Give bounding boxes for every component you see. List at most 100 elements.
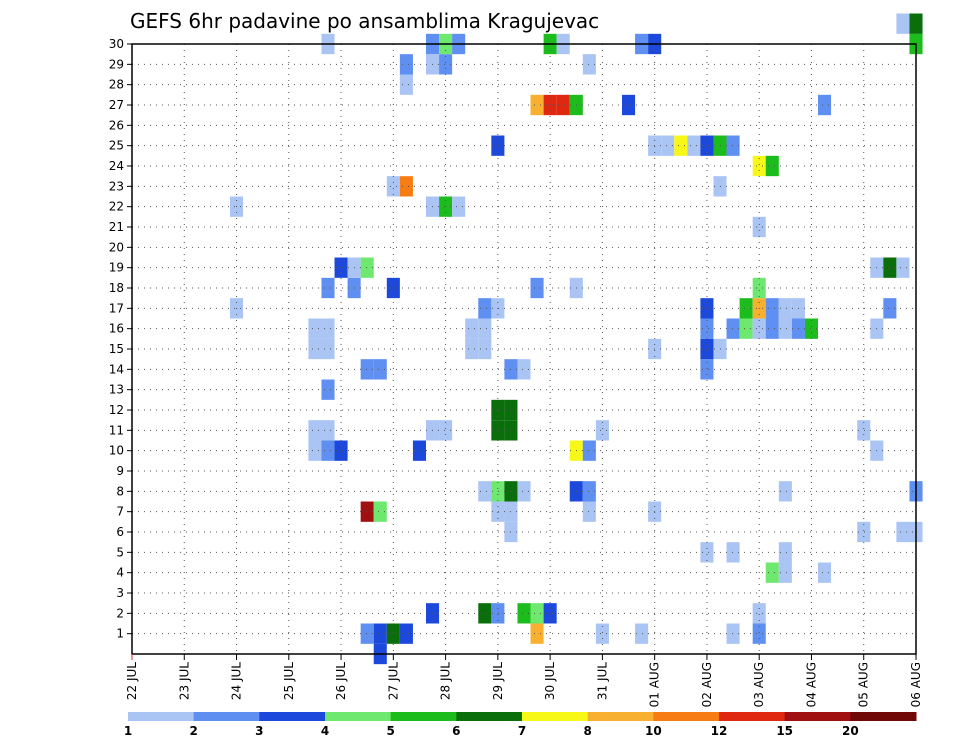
heatmap-cell — [700, 542, 714, 563]
x-tick-label: 31 JUL — [595, 662, 609, 700]
heatmap-cell — [700, 359, 714, 380]
colorbar-segment — [587, 712, 654, 721]
heatmap-cell — [765, 318, 779, 339]
y-tick-label: 17 — [109, 301, 124, 315]
heatmap-cell — [896, 521, 910, 543]
heatmap-cell — [478, 481, 492, 502]
y-tick-label: 18 — [109, 281, 124, 295]
colorbar-segment — [128, 712, 195, 721]
heatmap-cell — [386, 176, 400, 197]
colorbar-segment — [719, 712, 786, 721]
colorbar-label: 12 — [711, 724, 728, 738]
y-tick-label: 10 — [109, 444, 124, 458]
x-tick-label: 03 AUG — [752, 662, 766, 707]
heatmap-cell — [491, 420, 505, 441]
y-tick-label: 28 — [109, 78, 124, 92]
y-tick-label: 1 — [116, 627, 124, 641]
colorbar-label: 6 — [452, 724, 460, 738]
y-tick-label: 14 — [109, 362, 124, 376]
y-tick-label: 30 — [109, 37, 124, 51]
heatmap-cell — [804, 318, 818, 339]
y-tick-label: 2 — [116, 606, 124, 620]
heatmap-cell — [582, 440, 596, 461]
heatmap-cell — [530, 277, 544, 299]
heatmap-cell — [818, 562, 832, 583]
heatmap-cell — [478, 318, 492, 339]
heatmap-cell — [478, 603, 492, 624]
colorbar-segment — [325, 712, 392, 721]
heatmap-cell — [517, 359, 531, 380]
heatmap-cell — [778, 318, 792, 339]
heatmap-cell — [321, 318, 335, 339]
colorbar-label: 10 — [645, 724, 662, 738]
heatmap-cell — [530, 603, 544, 624]
heatmap-cell — [321, 338, 335, 360]
heatmap-cell — [308, 338, 322, 360]
colorbar-segment — [850, 712, 917, 721]
heatmap-cell — [752, 603, 766, 624]
y-tick-label: 21 — [109, 220, 124, 234]
heatmap-cell — [857, 521, 871, 543]
heatmap-cell — [334, 440, 348, 461]
x-tick-label: 30 JUL — [543, 662, 557, 700]
chart-title: GEFS 6hr padavine po ansamblima Kragujev… — [130, 9, 599, 33]
x-tick-label: 25 JUL — [282, 662, 296, 700]
colorbar-label: 15 — [776, 724, 793, 738]
heatmap-cell — [752, 623, 766, 644]
y-tick-label: 6 — [116, 525, 124, 539]
heatmap-cell — [582, 54, 596, 75]
heatmap-cell — [700, 318, 714, 339]
y-tick-label: 23 — [109, 179, 124, 193]
heatmap-cell — [386, 277, 400, 299]
y-tick-label: 7 — [116, 505, 124, 519]
heatmap-cell — [478, 298, 492, 319]
heatmap-cell — [491, 501, 505, 522]
heatmap-cell — [360, 257, 374, 278]
colorbar-segment — [522, 712, 589, 721]
colorbar-segment — [653, 712, 720, 721]
heatmap-cell — [308, 318, 322, 339]
y-tick-label: 15 — [109, 342, 124, 356]
colorbar-segment — [193, 712, 260, 721]
heatmap-cell — [412, 440, 426, 461]
heatmap-cell — [491, 481, 505, 502]
y-tick-label: 24 — [109, 159, 124, 173]
heatmap-cell — [582, 501, 596, 522]
heatmap-cell — [674, 135, 688, 156]
heatmap-cell — [765, 155, 779, 177]
heatmap-cell — [726, 135, 740, 156]
y-tick-label: 13 — [109, 383, 124, 397]
heatmap-cell — [622, 94, 636, 116]
heatmap-cell — [399, 54, 413, 75]
heatmap-cell — [739, 298, 753, 319]
heatmap-cell — [909, 13, 923, 34]
heatmap-cell — [308, 420, 322, 441]
heatmap-cell — [752, 155, 766, 177]
y-tick-label: 3 — [116, 586, 124, 600]
heatmap-cell — [373, 359, 387, 380]
y-tick-label: 12 — [109, 403, 124, 417]
heatmap-cell — [778, 298, 792, 319]
heatmap-cell — [360, 501, 374, 522]
heatmap-cell — [726, 542, 740, 563]
x-tick-label: 23 JUL — [177, 662, 191, 700]
y-tick-label: 27 — [109, 98, 124, 112]
colorbar-segment — [390, 712, 457, 721]
heatmap-cell — [700, 338, 714, 360]
y-tick-label: 11 — [109, 423, 124, 437]
y-tick-label: 4 — [116, 566, 124, 580]
axes: 1234567891011121314151617181920212223242… — [109, 37, 923, 707]
x-tick-label: 05 AUG — [857, 662, 871, 707]
heatmap-cell — [373, 501, 387, 522]
heatmap-cell — [399, 623, 413, 644]
y-tick-label: 22 — [109, 200, 124, 214]
colorbar-label: 4 — [321, 724, 329, 738]
y-tick-label: 19 — [109, 261, 124, 275]
heatmap-cell — [439, 54, 453, 75]
heatmap-cell — [386, 623, 400, 644]
heatmap-cell — [739, 318, 753, 339]
heatmap-cell — [491, 603, 505, 624]
x-tick-label: 29 JUL — [491, 662, 505, 700]
colorbar-label: 5 — [386, 724, 394, 738]
heatmap-cells — [230, 13, 923, 665]
